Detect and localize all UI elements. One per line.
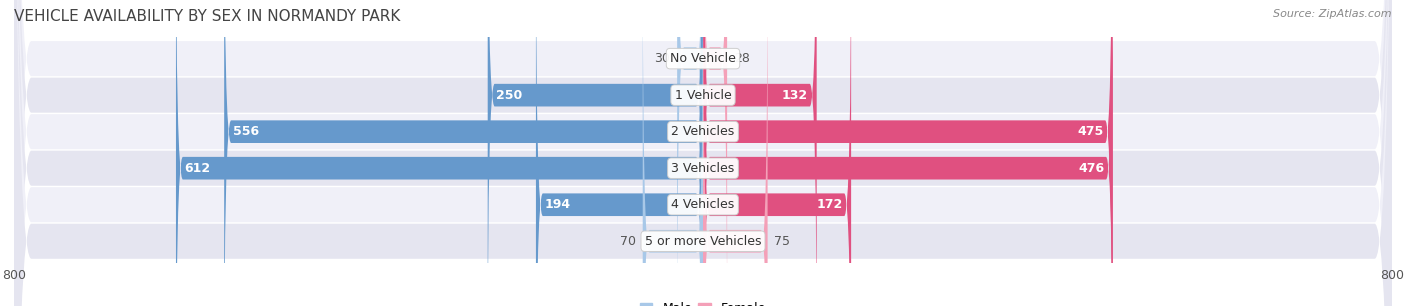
FancyBboxPatch shape (14, 0, 1392, 306)
Text: 250: 250 (496, 89, 523, 102)
FancyBboxPatch shape (703, 0, 851, 306)
Text: 75: 75 (775, 235, 790, 248)
Text: 475: 475 (1077, 125, 1104, 138)
FancyBboxPatch shape (14, 0, 1392, 306)
Text: 3 Vehicles: 3 Vehicles (672, 162, 734, 175)
Text: 612: 612 (184, 162, 211, 175)
FancyBboxPatch shape (703, 0, 1114, 306)
Text: 556: 556 (233, 125, 259, 138)
Text: No Vehicle: No Vehicle (671, 52, 735, 65)
FancyBboxPatch shape (14, 0, 1392, 306)
Text: 5 or more Vehicles: 5 or more Vehicles (645, 235, 761, 248)
FancyBboxPatch shape (678, 0, 703, 306)
Legend: Male, Female: Male, Female (636, 297, 770, 306)
Text: 172: 172 (817, 198, 842, 211)
Text: 30: 30 (654, 52, 671, 65)
Text: 1 Vehicle: 1 Vehicle (675, 89, 731, 102)
FancyBboxPatch shape (224, 0, 703, 306)
FancyBboxPatch shape (536, 0, 703, 306)
Text: 4 Vehicles: 4 Vehicles (672, 198, 734, 211)
FancyBboxPatch shape (703, 0, 768, 306)
FancyBboxPatch shape (703, 0, 1112, 306)
Text: 70: 70 (620, 235, 636, 248)
FancyBboxPatch shape (176, 0, 703, 306)
FancyBboxPatch shape (488, 0, 703, 306)
FancyBboxPatch shape (703, 0, 727, 306)
FancyBboxPatch shape (14, 0, 1392, 306)
FancyBboxPatch shape (14, 0, 1392, 306)
Text: Source: ZipAtlas.com: Source: ZipAtlas.com (1274, 9, 1392, 19)
Text: 194: 194 (544, 198, 571, 211)
Text: 2 Vehicles: 2 Vehicles (672, 125, 734, 138)
Text: 28: 28 (734, 52, 749, 65)
Text: 476: 476 (1078, 162, 1104, 175)
Text: VEHICLE AVAILABILITY BY SEX IN NORMANDY PARK: VEHICLE AVAILABILITY BY SEX IN NORMANDY … (14, 9, 401, 24)
FancyBboxPatch shape (14, 0, 1392, 306)
FancyBboxPatch shape (703, 0, 817, 306)
Text: 132: 132 (782, 89, 808, 102)
FancyBboxPatch shape (643, 0, 703, 306)
